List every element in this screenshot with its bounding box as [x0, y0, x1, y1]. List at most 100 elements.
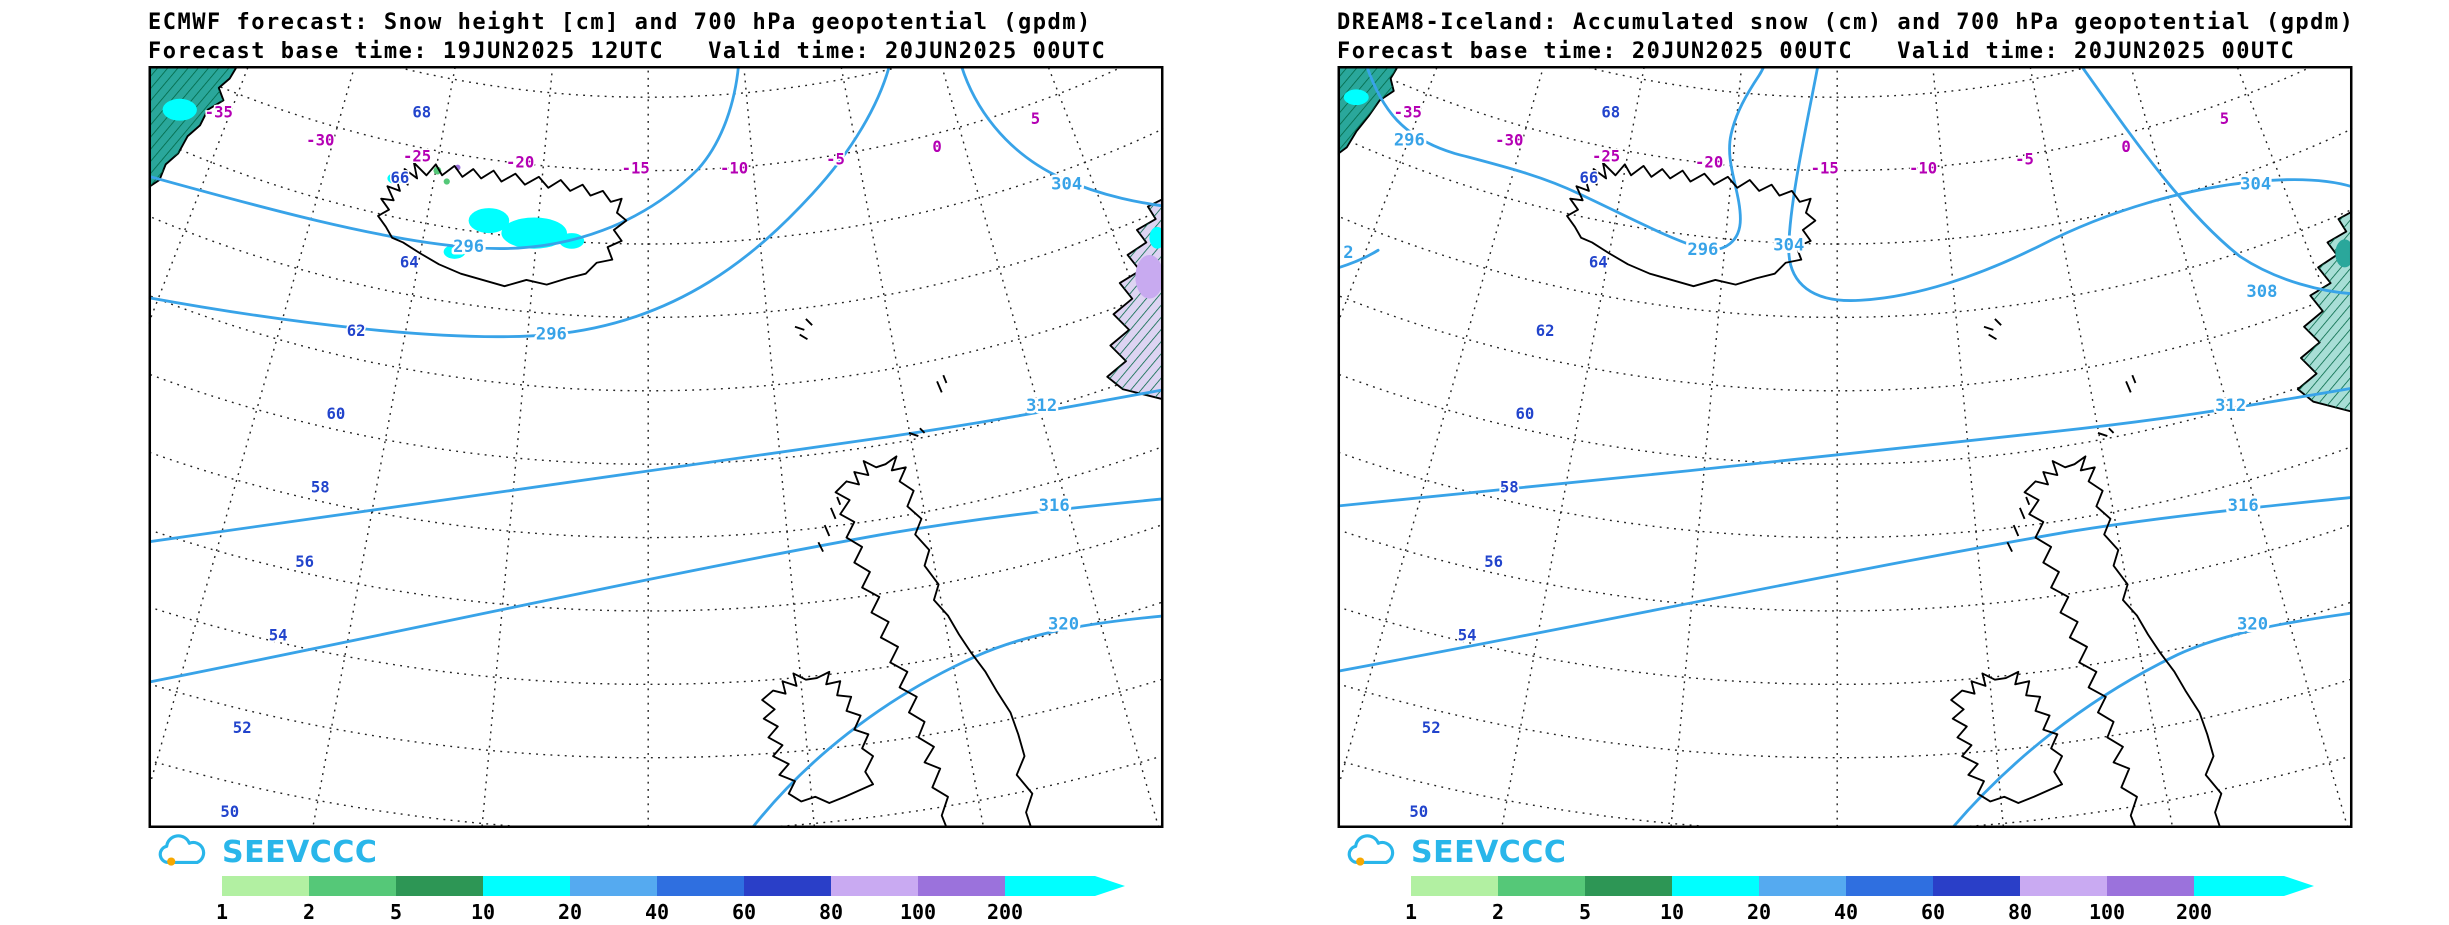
contour-label: 312 [1026, 396, 1057, 416]
panel-dream8: DREAM8-Iceland: Accumulated snow (cm) an… [1337, 10, 2355, 924]
colorbar-segment [1498, 876, 1585, 896]
greenland-coast [1337, 66, 1400, 156]
lat-label: 66 [391, 169, 410, 187]
lat-label: 52 [233, 719, 252, 737]
colorbar-tick: 5 [389, 900, 403, 924]
map-dream8: -35 -30 -25 -20 -15 -10 -5 0 5 68 66 64 … [1337, 66, 2353, 828]
contour-296 [1365, 66, 1766, 252]
colorbar-segment [657, 876, 744, 896]
contour-label: 296 [1687, 240, 1718, 260]
seevccc-cloud-icon [1347, 834, 1395, 866]
contour-312 [1337, 386, 2353, 508]
lat-label: 56 [295, 553, 314, 571]
lon-label: -10 [720, 160, 748, 178]
logo-orange-dot [167, 857, 176, 866]
colorbar-tick: 200 [986, 900, 1024, 924]
lat-label: 66 [1580, 169, 1599, 187]
lat-label: 68 [1601, 104, 1620, 122]
map-frame [148, 66, 1164, 828]
colorbar-segment [222, 876, 309, 896]
colorbar-segment [918, 876, 1005, 896]
colorbar-tick: 20 [1746, 900, 1772, 924]
contour-296-lower [148, 66, 891, 339]
lon-label: -20 [506, 153, 534, 171]
colorbar-segment [1846, 876, 1933, 896]
map-ecmwf: -35 -30 -25 -20 -15 -10 -5 0 5 68 66 64 … [148, 66, 1164, 828]
lon-label: -15 [622, 160, 650, 178]
colorbar-segment [744, 876, 831, 896]
colorbar-segments [222, 876, 1162, 896]
lat-label: 58 [311, 478, 330, 496]
panel-ecmwf-base-time: Forecast base time: 19JUN2025 12UTC [148, 39, 665, 64]
norway-coast [2296, 210, 2353, 413]
lon-label: 0 [2121, 138, 2130, 156]
colorbar-segment [1672, 876, 1759, 896]
graticule [1337, 66, 2353, 828]
lat-label: 56 [1484, 553, 1503, 571]
colorbar-tick: 10 [470, 900, 496, 924]
lat-label: 62 [1536, 322, 1555, 340]
colorbar-tick: 200 [2175, 900, 2213, 924]
lon-label: -20 [1695, 153, 1723, 171]
lon-label: 5 [2220, 110, 2229, 128]
lon-label: -30 [1495, 132, 1523, 150]
colorbar-segment [1411, 876, 1498, 896]
lat-label: 60 [1515, 405, 1534, 423]
colorbar-tick: 2 [302, 900, 316, 924]
colorbar-arrow-segment [2194, 876, 2314, 896]
colorbar-segment [2020, 876, 2107, 896]
lat-label: 62 [347, 322, 366, 340]
lat-label: 60 [326, 405, 345, 423]
contour-304 [960, 66, 1164, 208]
lat-label: 50 [1409, 803, 1428, 821]
colorbar-segments [1411, 876, 2351, 896]
lat-label: 68 [412, 104, 431, 122]
snow-colorbar: 1 2 5 10 20 40 60 80 100 200 [1405, 876, 2351, 924]
colorbar-segment [1759, 876, 1846, 896]
contour-label: 296 [453, 237, 484, 257]
colorbar-tick: 1 [1404, 900, 1418, 924]
contour-label: 304 [1051, 174, 1082, 194]
lon-label: -35 [205, 104, 233, 122]
panel-ecmwf: ECMWF forecast: Snow height [cm] and 700… [148, 10, 1164, 924]
contour-label: 304 [2240, 174, 2271, 194]
lon-label: -10 [1909, 160, 1937, 178]
panel-dream8-valid-time: Valid time: 20JUN2025 00UTC [1897, 39, 2296, 64]
colorbar-tick: 1 [215, 900, 229, 924]
map-background [148, 66, 1164, 828]
contour-label: 308 [2246, 282, 2277, 302]
colorbar-segment [396, 876, 483, 896]
lon-label: -35 [1394, 104, 1422, 122]
lat-label: 50 [220, 803, 239, 821]
colorbar-segment [309, 876, 396, 896]
colorbar-tick: 60 [1920, 900, 1946, 924]
geopotential-contours [1337, 66, 2353, 828]
seevccc-logo: SEEVCCC [1343, 834, 1566, 871]
lon-label: -25 [403, 147, 431, 165]
contour-316 [1337, 495, 2353, 673]
lon-label: 0 [932, 138, 941, 156]
contour-label: 296 [536, 324, 567, 344]
colorbar-segment [2107, 876, 2194, 896]
panel-ecmwf-titles: ECMWF forecast: Snow height [cm] and 700… [148, 10, 1106, 64]
lon-label: -15 [1811, 160, 1839, 178]
contour-label: 2 [1343, 243, 1353, 263]
seevccc-cloud-icon [158, 834, 206, 866]
panel-dream8-title: DREAM8-Iceland: Accumulated snow (cm) an… [1337, 10, 2355, 35]
colorbar-tick: 100 [899, 900, 937, 924]
contour-label: 320 [2237, 615, 2268, 635]
norway-coast [1106, 197, 1164, 401]
contour-312 [148, 388, 1164, 544]
logo-text: SEEVCCC [1411, 835, 1567, 870]
map-frame [1337, 66, 2353, 828]
graticule [148, 66, 1164, 828]
seevccc-logo: SEEVCCC [154, 834, 377, 871]
colorbar-segment [483, 876, 570, 896]
lon-label: -5 [2015, 150, 2034, 168]
snow-colorbar: 1 2 5 10 20 40 60 80 100 200 [216, 876, 1162, 924]
lon-label: -5 [826, 150, 845, 168]
lon-label: -30 [306, 132, 334, 150]
lat-label: 54 [269, 627, 288, 645]
colorbar-segment [831, 876, 918, 896]
